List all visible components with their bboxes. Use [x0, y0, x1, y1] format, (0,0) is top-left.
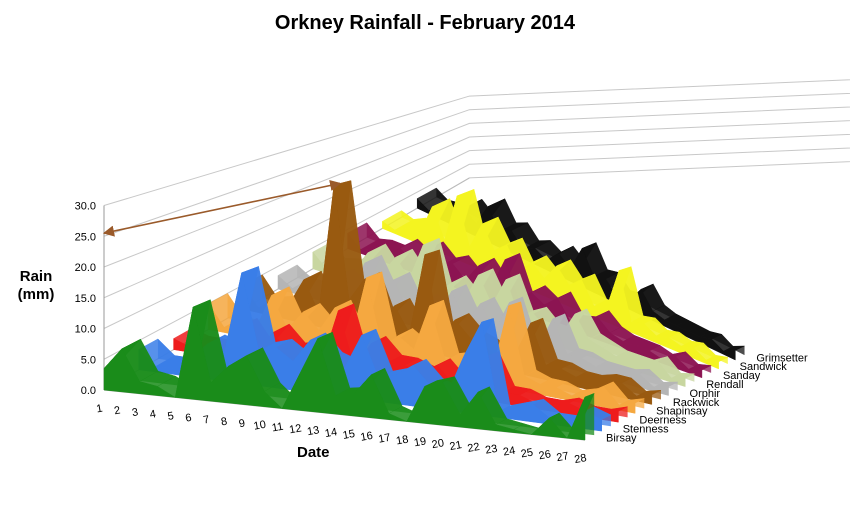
- x-tick-label: 14: [324, 426, 338, 440]
- x-tick-label: 23: [484, 443, 498, 457]
- series-group: [103, 180, 745, 441]
- series-front-face: [242, 184, 653, 405]
- x-tick-label: 21: [449, 439, 463, 453]
- x-tick-label: 25: [520, 447, 534, 461]
- series-label: Orphir: [690, 388, 721, 400]
- series-front-face: [103, 306, 586, 441]
- series-label: Deerness: [639, 415, 687, 427]
- y-tick-label: 20.0: [75, 262, 96, 274]
- x-tick-label: 24: [502, 445, 516, 459]
- x-tick-label: 2: [113, 404, 121, 417]
- y-axis-title-line2: (mm): [17, 286, 55, 303]
- series-label: Stenness: [623, 423, 669, 435]
- series-sandwick: [381, 188, 729, 370]
- series-label: Sandwick: [740, 361, 788, 373]
- y-axis-title-line1: Rain: [19, 268, 53, 285]
- series-label: Birsay: [606, 432, 637, 444]
- x-tick-label: 4: [149, 408, 157, 421]
- series-label: Grimsetter: [756, 352, 808, 364]
- series-front-face: [382, 194, 719, 370]
- axis-ticks: 0.05.010.015.020.025.030.01 2 3 4 5 6 7 8 9 10 11 1…: [75, 201, 588, 467]
- double-arrow: [102, 179, 342, 237]
- x-tick-label: 8: [220, 416, 228, 429]
- series-birsay: [103, 299, 595, 441]
- x-tick-label: 22: [467, 441, 481, 455]
- x-tick-label: 28: [573, 452, 587, 466]
- x-tick-label: 15: [342, 428, 356, 442]
- series-label: Sanday: [723, 370, 761, 382]
- x-tick-label: 9: [238, 417, 246, 430]
- series-label: Shapinsay: [656, 406, 708, 418]
- x-tick-label: 11: [271, 421, 284, 435]
- x-tick-label: 13: [306, 424, 320, 438]
- x-tick-label: 3: [131, 406, 139, 419]
- y-tick-label: 5.0: [81, 354, 96, 366]
- y-tick-label: 25.0: [75, 231, 96, 243]
- x-tick-label: 6: [184, 412, 192, 425]
- x-tick-label: 20: [431, 437, 445, 451]
- x-tick-label: 7: [202, 414, 210, 427]
- y-axis-title: Rain (mm): [6, 268, 66, 304]
- x-tick-label: 18: [395, 434, 409, 448]
- gridline: [103, 79, 850, 206]
- x-tick-label: 5: [167, 410, 175, 423]
- x-tick-label: 26: [538, 448, 552, 462]
- series-label: Rendall: [706, 379, 743, 391]
- x-tick-label: 17: [377, 432, 391, 446]
- x-tick-label: 19: [413, 435, 427, 449]
- series-front-face: [208, 277, 636, 414]
- y-tick-label: 0.0: [81, 385, 96, 397]
- x-tick-label: 16: [360, 430, 374, 444]
- gridline: [103, 120, 850, 299]
- gridline: [103, 133, 850, 329]
- series-labels: GrimsetterSandwickSandayRendallOrphirRac…: [606, 352, 808, 444]
- series-label: Rackwick: [673, 397, 720, 409]
- x-axis-title: Date: [297, 444, 330, 461]
- chart-title: Orkney Rainfall - February 2014: [274, 12, 576, 34]
- y-tick-label: 15.0: [75, 293, 96, 305]
- y-tick-label: 30.0: [75, 201, 96, 213]
- y-tick-label: 10.0: [75, 324, 96, 336]
- x-tick-label: 1: [95, 403, 103, 416]
- x-tick-label: 12: [288, 422, 302, 436]
- x-tick-label: 10: [253, 419, 267, 433]
- annotation: [102, 179, 342, 237]
- x-tick-label: 27: [556, 450, 570, 464]
